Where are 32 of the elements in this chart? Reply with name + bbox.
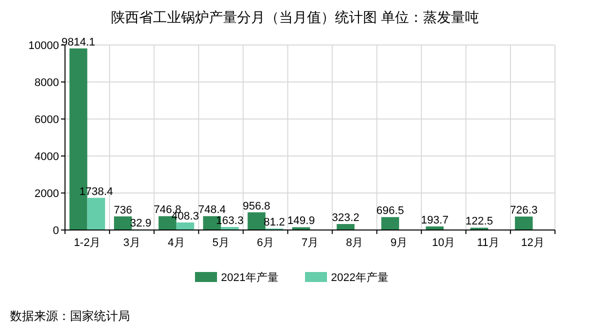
y-tick-label: 6000 bbox=[34, 114, 59, 126]
data-label: 726.3 bbox=[510, 204, 538, 217]
y-tick-label: 8000 bbox=[34, 77, 59, 89]
data-label: 696.5 bbox=[376, 205, 404, 218]
x-tick-label: 4月 bbox=[168, 237, 185, 249]
data-label: 149.9 bbox=[287, 215, 315, 228]
y-tick-label: 2000 bbox=[34, 188, 59, 200]
x-tick-label: 10月 bbox=[432, 237, 456, 249]
data-label: 193.7 bbox=[420, 214, 448, 226]
data-label: 956.8 bbox=[242, 200, 270, 212]
x-tick-label: 12月 bbox=[521, 237, 544, 249]
x-tick-label: 7月 bbox=[301, 237, 319, 249]
x-tick-label: 11月 bbox=[476, 237, 500, 249]
x-tick-label: 5月 bbox=[212, 237, 230, 249]
data-label: 122.5 bbox=[466, 216, 494, 228]
data-label: 408.3 bbox=[172, 210, 200, 222]
y-tick-label: 4000 bbox=[34, 151, 59, 163]
legend-label: 2021年产量 bbox=[221, 271, 278, 284]
data-label: 323.2 bbox=[332, 212, 360, 224]
x-tick-label: 6月 bbox=[256, 237, 274, 249]
x-tick-label: 9月 bbox=[390, 237, 408, 249]
legend-label: 2022年产量 bbox=[331, 271, 388, 284]
y-tick-label: 10000 bbox=[28, 40, 59, 52]
data-label: 9814.1 bbox=[62, 36, 96, 48]
source-note: 数据来源：国家统计局 bbox=[10, 309, 130, 323]
data-label: 736 bbox=[114, 204, 132, 216]
chart-title: 陕西省工业锅炉产量分月（当月值）统计图 单位：蒸发量吨 bbox=[111, 9, 479, 25]
x-tick-label: 3月 bbox=[123, 237, 140, 249]
x-tick-label: 1-2月 bbox=[74, 237, 101, 249]
y-tick-label: 0 bbox=[52, 225, 59, 237]
x-tick-label: 8月 bbox=[346, 237, 364, 249]
data-label: 748.4 bbox=[198, 204, 226, 216]
